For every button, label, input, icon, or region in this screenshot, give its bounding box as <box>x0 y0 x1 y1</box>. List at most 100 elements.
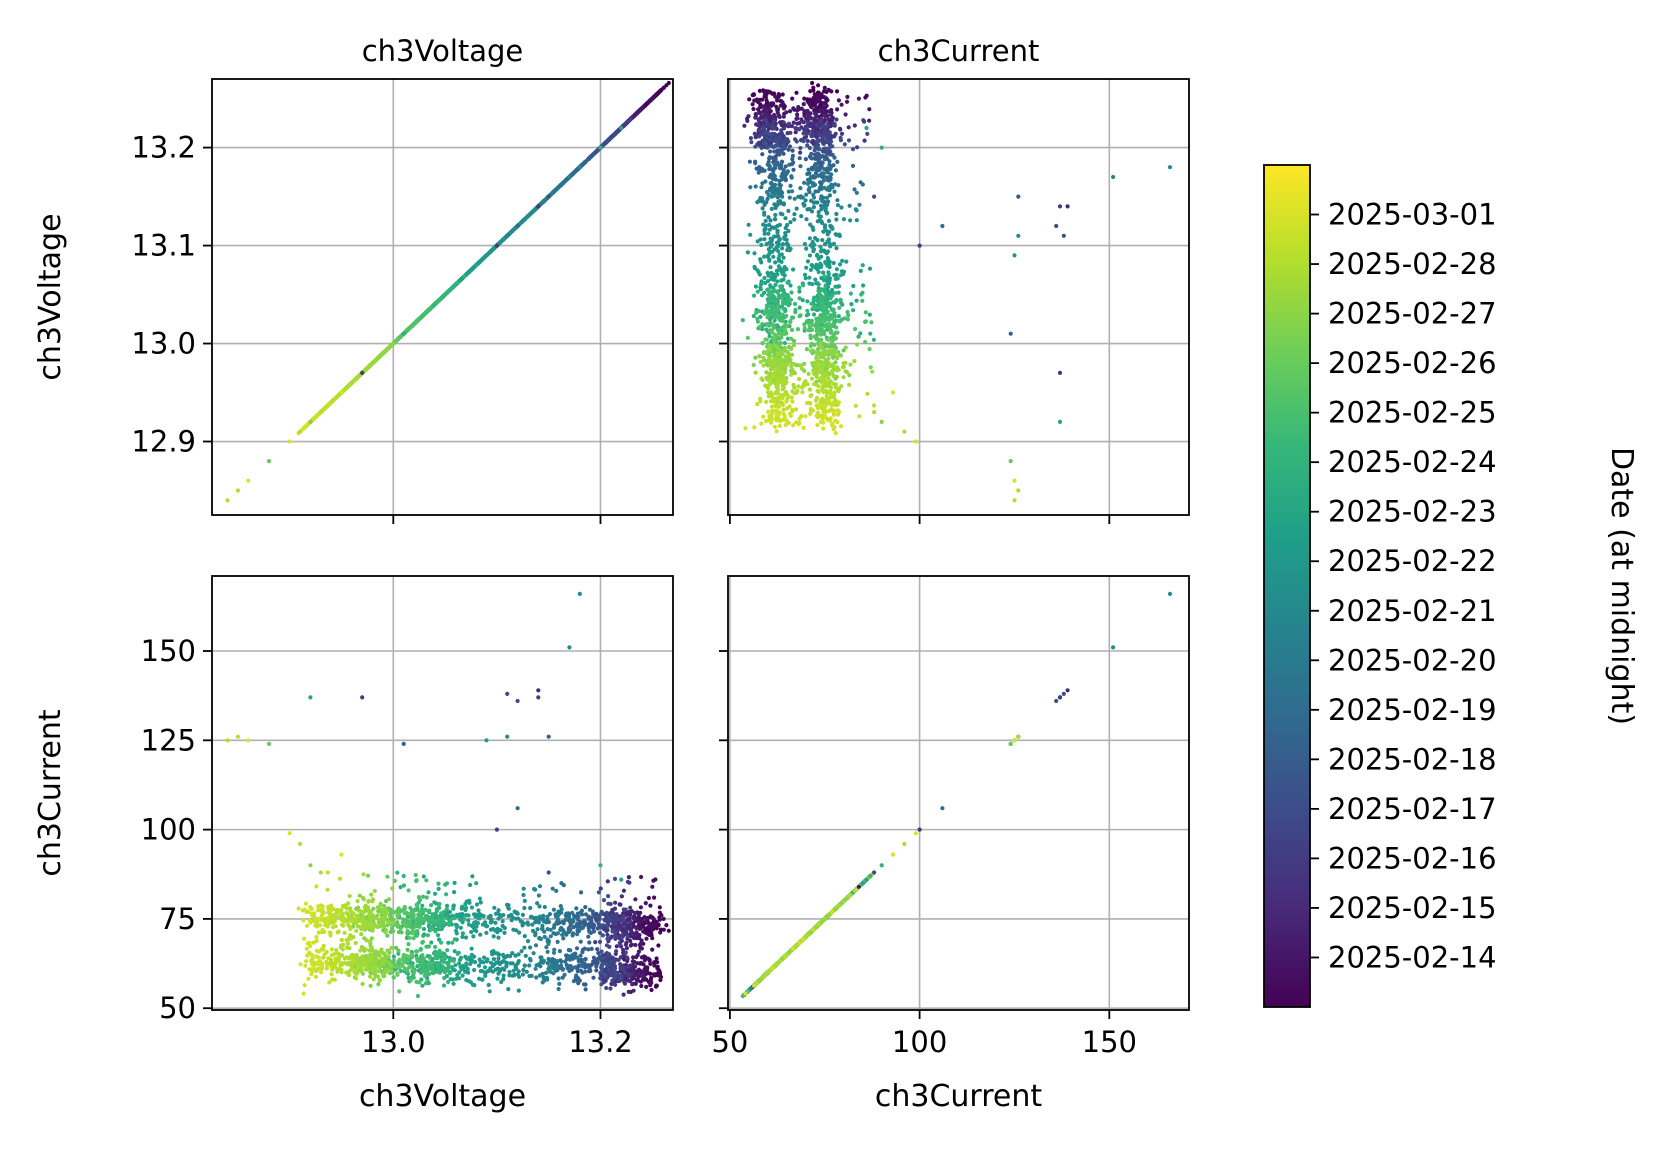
data-point <box>767 334 772 339</box>
data-point <box>776 398 781 403</box>
data-point <box>780 159 785 164</box>
data-point <box>836 314 841 319</box>
data-point <box>781 299 786 304</box>
data-point <box>474 263 479 268</box>
data-point <box>827 193 833 198</box>
data-point <box>752 266 758 271</box>
data-point <box>790 189 795 194</box>
data-point <box>848 218 853 223</box>
data-point <box>785 137 790 142</box>
data-point <box>809 198 814 203</box>
data-point <box>813 236 818 241</box>
data-point <box>515 223 520 229</box>
data-point <box>819 194 824 199</box>
data-point <box>652 960 657 965</box>
data-point <box>758 359 763 365</box>
data-point <box>785 222 790 228</box>
data-point <box>758 314 763 319</box>
data-point <box>821 270 826 275</box>
data-point <box>789 290 794 295</box>
data-point <box>809 180 814 185</box>
data-point <box>318 410 323 415</box>
data-point <box>797 376 802 382</box>
data-point <box>860 298 865 303</box>
data-point <box>795 126 800 131</box>
data-point <box>786 189 791 194</box>
data-point <box>830 293 835 298</box>
data-point <box>805 120 810 125</box>
data-point <box>446 288 452 293</box>
data-point <box>795 112 800 117</box>
data-point <box>780 417 785 422</box>
data-point <box>811 192 816 197</box>
data-point <box>761 88 766 93</box>
data-point <box>820 387 825 392</box>
data-point <box>838 297 843 302</box>
data-point <box>827 276 833 281</box>
scatter-panel-1-0: 13.0 13.25075100125150ch3Voltagech3Curren… <box>33 575 674 1114</box>
data-point <box>825 309 831 314</box>
data-point <box>814 167 819 172</box>
data-point <box>372 359 377 364</box>
data-point <box>766 89 771 94</box>
data-point <box>797 420 802 425</box>
data-point <box>767 107 772 112</box>
data-point <box>1008 459 1013 464</box>
data-point <box>769 367 775 372</box>
data-point <box>830 144 835 149</box>
data-point <box>769 329 774 334</box>
data-point <box>804 125 810 130</box>
data-point <box>841 375 846 380</box>
data-point <box>758 195 763 201</box>
data-point <box>833 131 838 136</box>
data-point <box>666 80 671 86</box>
data-point <box>835 107 840 112</box>
data-point <box>833 418 838 423</box>
data-point <box>759 376 764 381</box>
data-point <box>846 313 851 318</box>
data-point <box>804 217 809 222</box>
data-point <box>793 130 798 135</box>
data-point <box>799 117 804 122</box>
data-point <box>819 248 825 253</box>
data-point <box>769 144 775 149</box>
data-point <box>834 267 840 272</box>
panel-title: ch3Current <box>878 34 1040 68</box>
data-point <box>779 128 784 133</box>
data-point <box>822 129 827 134</box>
data-point <box>793 407 799 412</box>
data-point <box>822 274 827 279</box>
data-point <box>770 133 775 138</box>
data-point <box>770 395 776 400</box>
data-point <box>842 142 847 147</box>
data-point <box>803 276 808 281</box>
data-point <box>333 396 338 401</box>
data-point <box>771 399 776 404</box>
data-point <box>811 249 816 254</box>
data-point <box>808 393 813 399</box>
data-point <box>828 166 833 172</box>
data-point <box>235 488 240 493</box>
data-point <box>452 283 457 288</box>
data-point <box>780 92 785 97</box>
data-point <box>406 326 411 332</box>
data-point <box>747 159 753 164</box>
data-point <box>649 933 654 938</box>
data-point <box>835 276 840 281</box>
data-point <box>786 294 791 299</box>
data-point <box>760 152 765 157</box>
data-point <box>791 267 796 272</box>
data-point <box>768 265 773 270</box>
data-point <box>824 376 829 381</box>
data-point <box>775 110 780 115</box>
data-point <box>825 202 830 207</box>
data-point <box>751 313 756 319</box>
data-point <box>761 363 766 368</box>
data-point <box>587 156 592 161</box>
data-point <box>810 408 816 413</box>
data-point <box>750 93 755 98</box>
data-point <box>828 223 833 228</box>
data-point <box>852 123 857 128</box>
data-point <box>540 200 545 205</box>
data-point <box>864 125 869 131</box>
